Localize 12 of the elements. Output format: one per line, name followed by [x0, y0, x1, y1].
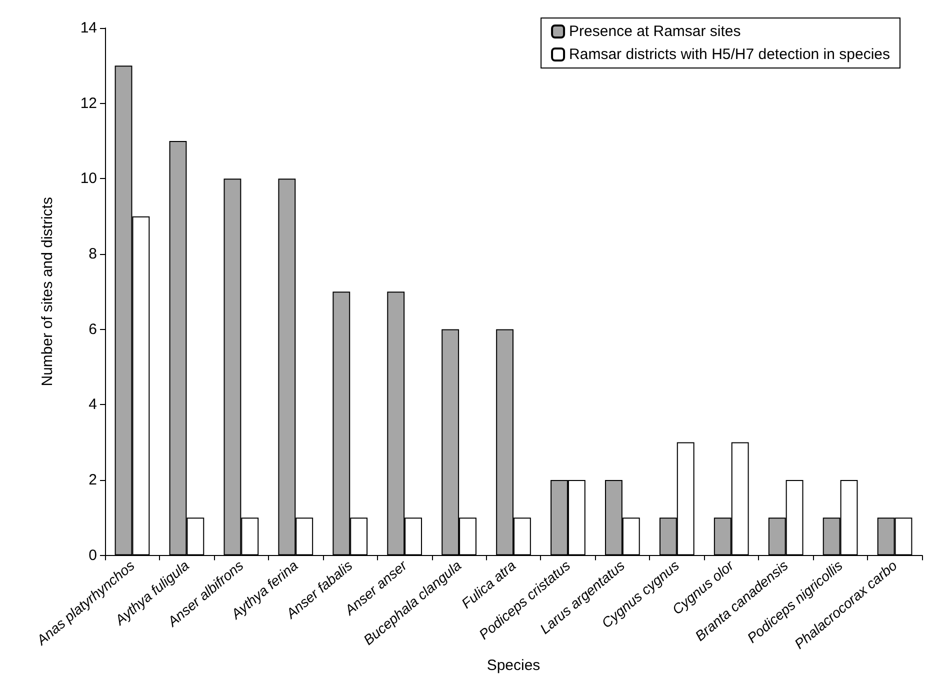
y-tick-label: 10 [80, 170, 97, 188]
y-tick-label: 4 [88, 396, 97, 414]
legend-label: Ramsar districts with H5/H7 detection in species [569, 46, 890, 63]
legend-label: Presence at Ramsar sites [569, 23, 741, 40]
y-axis-title: Number of sites and districts [39, 197, 56, 386]
y-tick-label: 6 [88, 320, 97, 338]
y-tick-label: 8 [88, 245, 97, 262]
y-tick-label: 14 [80, 20, 97, 36]
y-tick-label: 0 [88, 546, 97, 564]
x-axis-title: Species [486, 657, 540, 674]
y-tick-label: 2 [88, 471, 97, 488]
y-tick-label: 12 [80, 94, 97, 112]
